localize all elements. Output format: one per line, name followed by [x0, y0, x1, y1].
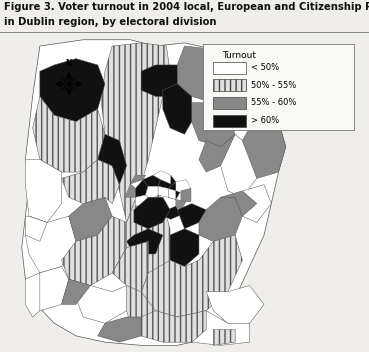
Polygon shape	[176, 200, 186, 210]
Polygon shape	[181, 188, 191, 202]
Polygon shape	[98, 317, 141, 342]
Polygon shape	[163, 84, 192, 134]
Polygon shape	[143, 175, 161, 186]
Text: < 50%: < 50%	[251, 63, 280, 72]
Polygon shape	[206, 285, 264, 323]
Polygon shape	[125, 184, 135, 197]
Polygon shape	[192, 311, 249, 345]
Polygon shape	[101, 43, 170, 222]
Polygon shape	[199, 197, 242, 241]
Text: 50% - 55%: 50% - 55%	[251, 81, 297, 90]
Polygon shape	[168, 188, 176, 200]
Polygon shape	[213, 49, 275, 96]
Polygon shape	[145, 186, 158, 200]
Polygon shape	[22, 40, 286, 345]
Bar	[213, 97, 246, 109]
Polygon shape	[134, 197, 170, 229]
FancyBboxPatch shape	[203, 44, 355, 130]
Polygon shape	[25, 159, 62, 222]
Polygon shape	[32, 266, 69, 311]
Polygon shape	[199, 134, 235, 172]
Polygon shape	[141, 311, 213, 342]
Polygon shape	[130, 175, 145, 184]
Polygon shape	[25, 216, 76, 273]
Polygon shape	[192, 103, 235, 147]
Polygon shape	[158, 186, 168, 197]
Polygon shape	[158, 175, 176, 188]
Polygon shape	[221, 134, 257, 197]
Polygon shape	[135, 195, 151, 206]
Polygon shape	[130, 175, 145, 188]
Polygon shape	[112, 241, 148, 292]
Text: Figure 3. Voter turnout in 2004 local, European and Citizenship Referendum elect: Figure 3. Voter turnout in 2004 local, E…	[4, 2, 369, 12]
Polygon shape	[221, 191, 257, 216]
Bar	[213, 115, 246, 127]
Text: N: N	[66, 59, 72, 68]
Text: in Dublin region, by electoral division: in Dublin region, by electoral division	[4, 17, 216, 27]
Polygon shape	[161, 206, 181, 219]
Polygon shape	[153, 171, 171, 184]
Polygon shape	[62, 159, 120, 203]
Polygon shape	[177, 46, 249, 103]
Polygon shape	[127, 185, 170, 336]
Polygon shape	[242, 122, 286, 178]
Polygon shape	[135, 180, 148, 197]
Polygon shape	[69, 197, 112, 241]
Polygon shape	[213, 329, 235, 345]
Polygon shape	[145, 202, 161, 215]
Bar	[213, 80, 246, 92]
Polygon shape	[127, 229, 163, 254]
Polygon shape	[141, 235, 242, 317]
Text: > 60%: > 60%	[251, 116, 280, 125]
Polygon shape	[32, 96, 105, 172]
Polygon shape	[242, 185, 271, 222]
Polygon shape	[141, 65, 184, 96]
Polygon shape	[25, 273, 40, 317]
Polygon shape	[177, 203, 206, 229]
Polygon shape	[76, 285, 127, 323]
Polygon shape	[62, 279, 90, 304]
Polygon shape	[25, 216, 47, 241]
Polygon shape	[62, 216, 127, 285]
Polygon shape	[40, 59, 105, 122]
Polygon shape	[98, 134, 127, 185]
Polygon shape	[168, 182, 181, 200]
Polygon shape	[170, 229, 199, 266]
Polygon shape	[145, 202, 166, 210]
Text: Turnout: Turnout	[223, 51, 256, 60]
Polygon shape	[213, 90, 279, 128]
Text: 55% - 60%: 55% - 60%	[251, 98, 297, 107]
Polygon shape	[176, 180, 191, 193]
Polygon shape	[135, 206, 145, 215]
Bar	[213, 62, 246, 74]
Polygon shape	[242, 59, 286, 128]
